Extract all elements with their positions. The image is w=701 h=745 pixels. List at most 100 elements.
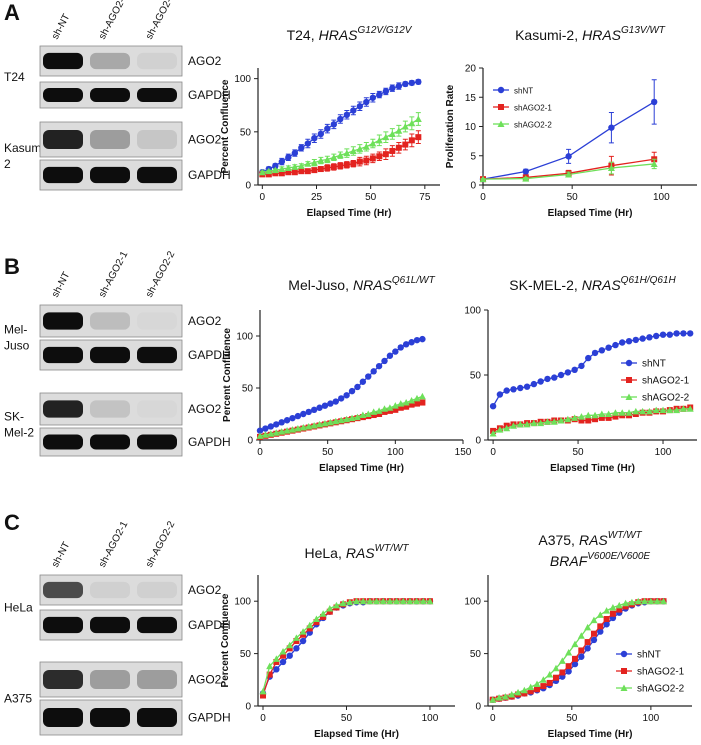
- marker: [298, 144, 305, 151]
- marker: [415, 134, 422, 141]
- marker: [616, 606, 623, 613]
- y-axis-label: Percent Confluence: [222, 328, 233, 422]
- marker: [280, 652, 287, 659]
- marker: [389, 147, 396, 154]
- marker: [489, 696, 497, 703]
- title-genotype: G12V/G12V: [358, 25, 413, 36]
- marker: [313, 619, 320, 626]
- marker: [578, 647, 585, 654]
- marker: [557, 417, 565, 424]
- marker: [537, 419, 545, 427]
- marker: [550, 418, 558, 425]
- marker: [584, 411, 592, 419]
- marker: [343, 111, 351, 119]
- x-tick-label: 50: [322, 447, 334, 458]
- y-tick-label: 50: [240, 127, 252, 138]
- x-tick-label: 0: [257, 447, 263, 458]
- title-genotype: G13V/WT: [621, 25, 666, 36]
- marker: [426, 597, 434, 605]
- marker: [415, 78, 422, 86]
- y-tick-label: 50: [470, 371, 482, 382]
- chart-title: BRAFV600E/V600E: [550, 551, 651, 569]
- marker: [646, 334, 653, 341]
- cell-line-label: Juso: [4, 339, 30, 353]
- marker: [503, 387, 510, 394]
- marker: [530, 380, 538, 388]
- marker: [397, 404, 404, 411]
- blot-band: [90, 616, 130, 634]
- marker: [577, 413, 585, 420]
- marker: [605, 414, 612, 421]
- band-label: GAPDH: [188, 618, 231, 632]
- blot-band: [90, 708, 130, 727]
- marker: [680, 330, 687, 337]
- marker: [337, 416, 345, 424]
- title-text: Kasumi-2,: [515, 27, 578, 43]
- marker: [370, 408, 378, 415]
- marker: [622, 603, 629, 610]
- marker: [369, 155, 376, 162]
- marker: [571, 660, 579, 668]
- marker: [332, 417, 340, 425]
- marker: [300, 631, 307, 638]
- marker: [607, 164, 615, 172]
- title-gene: NRAS: [353, 277, 393, 293]
- band-label: GAPDH: [188, 711, 231, 725]
- marker: [286, 641, 294, 649]
- marker: [645, 407, 653, 415]
- cell-line-label: Mel-2: [4, 426, 34, 440]
- marker: [618, 409, 626, 416]
- legend-label: shAGO2-2: [514, 121, 552, 130]
- marker: [323, 155, 331, 163]
- marker: [343, 415, 351, 423]
- blot-band: [137, 400, 177, 417]
- marker: [609, 610, 616, 617]
- blot-band: [43, 616, 83, 634]
- marker: [376, 411, 383, 417]
- blot-band: [90, 670, 130, 689]
- band-label: AGO2: [188, 314, 222, 328]
- marker: [381, 405, 389, 412]
- marker: [584, 623, 592, 631]
- marker: [348, 387, 356, 395]
- marker: [632, 336, 640, 344]
- marker: [273, 658, 280, 665]
- marker: [413, 400, 420, 407]
- marker: [559, 669, 566, 676]
- marker: [522, 168, 529, 175]
- marker: [353, 597, 360, 605]
- marker: [386, 407, 393, 414]
- x-tick-label: 100: [387, 447, 404, 458]
- marker: [291, 169, 298, 176]
- marker: [403, 403, 410, 410]
- marker: [294, 412, 302, 420]
- y-tick-label: 5: [470, 151, 476, 162]
- x-tick-label: 50: [365, 192, 377, 203]
- band-label: GAPDH: [188, 348, 231, 362]
- marker: [321, 402, 329, 409]
- marker: [408, 79, 416, 87]
- marker: [564, 369, 572, 376]
- marker: [418, 392, 426, 400]
- marker: [364, 410, 372, 417]
- marker: [622, 599, 630, 607]
- marker: [382, 151, 389, 158]
- blot-band: [43, 87, 83, 103]
- marker: [397, 344, 404, 351]
- marker: [522, 175, 530, 182]
- marker: [258, 168, 266, 176]
- blot-band: [137, 616, 177, 634]
- marker: [673, 406, 681, 414]
- blot-band: [137, 87, 177, 103]
- y-tick-label: 0: [475, 436, 481, 447]
- marker: [591, 411, 599, 419]
- marker: [557, 371, 565, 379]
- marker: [489, 403, 497, 410]
- marker: [256, 427, 264, 434]
- marker: [619, 339, 626, 346]
- marker: [330, 153, 338, 161]
- marker: [626, 377, 632, 383]
- band-label: AGO2: [188, 54, 222, 68]
- marker: [279, 658, 287, 666]
